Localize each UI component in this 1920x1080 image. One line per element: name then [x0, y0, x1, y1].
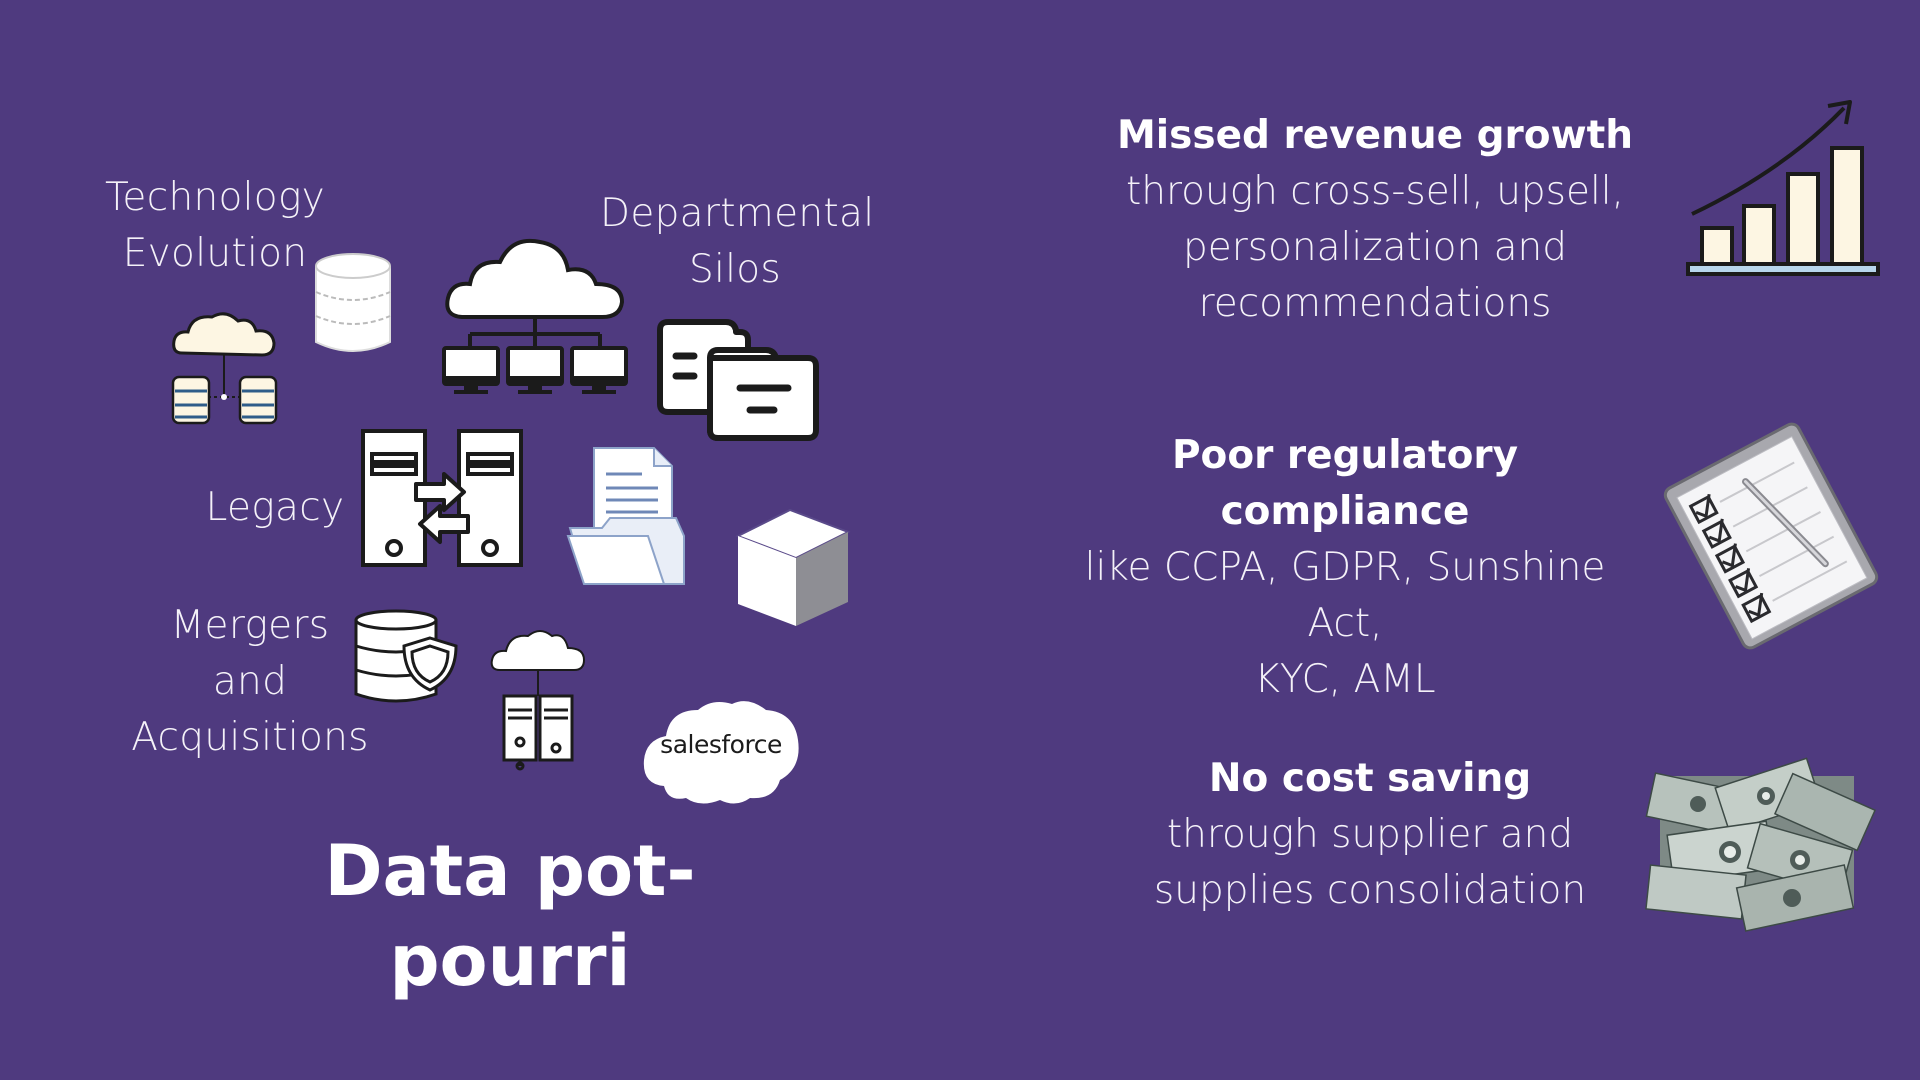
body-line: personalization and — [1182, 225, 1568, 270]
label-legacy: Legacy — [205, 485, 345, 530]
cloud-databases-icon — [171, 312, 278, 425]
bar-chart-growth-icon — [1686, 100, 1880, 276]
main-title: Data pot-pourri — [324, 830, 696, 1002]
salesforce-logo-text: salesforce — [660, 730, 782, 759]
database-shield-icon — [354, 609, 458, 703]
heading-missed-revenue: Missed revenue growth — [1116, 113, 1634, 158]
block-missed-revenue: Missed revenue growth through cross-sell… — [1100, 108, 1650, 332]
body-line: through cross-sell, upsell, — [1125, 169, 1625, 214]
body-line: supplies consolidation — [1153, 868, 1587, 913]
folder-silos-icon — [657, 319, 819, 441]
money-bills-photo — [1645, 757, 1877, 932]
cloud-servers-icon — [490, 630, 586, 771]
database-icon — [315, 253, 391, 352]
cloud-network-icon — [442, 239, 628, 394]
label-mergers-and-acquisitions: Mergers and Acquisitions — [131, 603, 369, 760]
label-departmental-silos: Departmental Silos — [600, 191, 875, 292]
clipboard-checklist-icon — [1663, 422, 1879, 650]
body-line: through supplier and — [1166, 812, 1574, 857]
body-line: KYC, AML — [1254, 657, 1436, 702]
heading-cost-saving: No cost saving — [1208, 756, 1532, 801]
block-regulatory-compliance: Poor regulatory compliance like CCPA, GD… — [1050, 428, 1640, 708]
block-cost-saving: No cost saving through supplier and supp… — [1110, 751, 1630, 919]
body-line: like CCPA, GDPR, Sunshine Act, — [1084, 545, 1606, 646]
body-line: recommendations — [1198, 281, 1552, 326]
document-folder-icon — [566, 447, 685, 585]
salesforce-logo — [643, 701, 799, 804]
label-technology-evolution: Technology Evolution — [104, 175, 326, 276]
legacy-servers-transfer-icon — [361, 429, 523, 567]
cube-icon — [735, 508, 851, 626]
heading-regulatory-compliance: Poor regulatory compliance — [1171, 433, 1519, 534]
